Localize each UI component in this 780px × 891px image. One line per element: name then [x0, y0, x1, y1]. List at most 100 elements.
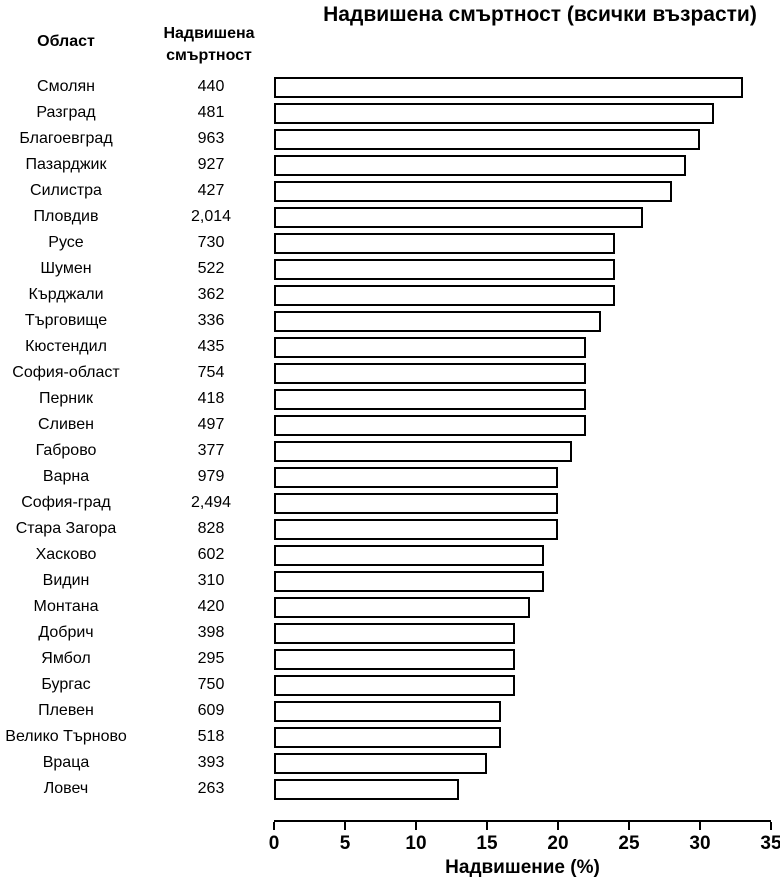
axis-tick-mark: [699, 822, 701, 830]
excess-bar: [274, 622, 516, 644]
axis-tick-mark: [486, 822, 488, 830]
region-label: Пазарджик: [25, 156, 107, 173]
excess-deaths-value: 518: [197, 728, 225, 745]
region-label: Смолян: [37, 78, 95, 95]
table-row: Търговище 336: [0, 308, 780, 334]
excess-bar: [274, 388, 587, 410]
excess-deaths-value: 828: [197, 520, 225, 537]
table-row: Смолян 440: [0, 74, 780, 100]
excess-bar: [274, 648, 516, 670]
bar-track: [274, 74, 771, 100]
bar-track: [274, 256, 771, 282]
excess-deaths-value: 963: [197, 130, 225, 147]
excess-bar: [274, 128, 700, 150]
region-label: Благоевград: [19, 130, 113, 147]
bar-track: [274, 516, 771, 542]
axis-tick-label: 15: [476, 833, 498, 854]
axis-tick-mark: [557, 822, 559, 830]
table-row: София-област 754: [0, 360, 780, 386]
table-row: Кърджали 362: [0, 282, 780, 308]
bar-track: [274, 594, 771, 620]
region-label: Габрово: [35, 442, 97, 459]
region-label: Плевен: [38, 702, 94, 719]
bar-track: [274, 308, 771, 334]
axis-tick-mark: [415, 822, 417, 830]
bar-track: [274, 646, 771, 672]
excess-deaths-value: 435: [197, 338, 225, 355]
axis-tick-label: 10: [405, 833, 427, 854]
region-label: Видин: [42, 572, 90, 589]
excess-bar: [274, 154, 686, 176]
axis-tick-mark: [628, 822, 630, 830]
bar-track: [274, 698, 771, 724]
bar-track: [274, 490, 771, 516]
excess-deaths-value: 393: [197, 754, 225, 771]
excess-bar: [274, 518, 558, 540]
value-column-header: Надвишена смъртност: [163, 25, 255, 64]
excess-bar: [274, 570, 544, 592]
excess-deaths-value: 927: [197, 156, 225, 173]
chart-rows: Смолян 440 Разград 481 Благоевград 963 П…: [0, 74, 780, 802]
region-label: Добрич: [38, 624, 94, 641]
table-row: Кюстендил 435: [0, 334, 780, 360]
region-label: Ямбол: [41, 650, 91, 667]
excess-bar: [274, 440, 573, 462]
excess-bar: [274, 414, 587, 436]
region-label: Сливен: [38, 416, 94, 433]
axis-tick-label: 20: [547, 833, 569, 854]
region-label: Перник: [38, 390, 94, 407]
bar-track: [274, 100, 771, 126]
chart-title: Надвишена смъртност (всички възрасти): [323, 3, 757, 26]
excess-bar: [274, 284, 615, 306]
table-row: Русе 730: [0, 230, 780, 256]
region-label: Стара Загора: [15, 520, 117, 537]
bar-track: [274, 672, 771, 698]
axis-tick-mark: [770, 822, 772, 830]
region-label: Разград: [36, 104, 96, 121]
table-row: Сливен 497: [0, 412, 780, 438]
bar-track: [274, 724, 771, 750]
excess-bar: [274, 102, 715, 124]
excess-deaths-value: 2,494: [190, 494, 232, 511]
table-row: Благоевград 963: [0, 126, 780, 152]
table-row: Бургас 750: [0, 672, 780, 698]
region-label: Кюстендил: [25, 338, 107, 355]
x-axis: 0 5 10 15 20 25 30 35: [269, 820, 780, 856]
bar-track: [274, 464, 771, 490]
axis-tick-label: 0: [268, 833, 280, 854]
region-column-header: Област: [37, 33, 95, 50]
region-label: Ловеч: [43, 780, 89, 797]
table-row: Ловеч 263: [0, 776, 780, 802]
table-row: Пловдив 2,014: [0, 204, 780, 230]
bar-track: [274, 776, 771, 802]
table-row: Велико Търново 518: [0, 724, 780, 750]
excess-bar: [274, 544, 544, 566]
bar-track: [274, 126, 771, 152]
region-label: Търговище: [24, 312, 108, 329]
table-row: Шумен 522: [0, 256, 780, 282]
region-label: Пловдив: [33, 208, 99, 225]
table-row: Хасково 602: [0, 542, 780, 568]
bar-track: [274, 386, 771, 412]
bar-track: [274, 620, 771, 646]
region-label: Русе: [48, 234, 84, 251]
table-row: Ямбол 295: [0, 646, 780, 672]
excess-bar: [274, 310, 601, 332]
region-label: Хасково: [35, 546, 97, 563]
excess-bar: [274, 232, 615, 254]
bar-track: [274, 334, 771, 360]
excess-bar: [274, 778, 459, 800]
region-label: Монтана: [33, 598, 99, 615]
table-row: Плевен 609: [0, 698, 780, 724]
bar-track: [274, 204, 771, 230]
excess-deaths-value: 427: [197, 182, 225, 199]
region-label: Враца: [42, 754, 90, 771]
bar-track: [274, 750, 771, 776]
bar-track: [274, 230, 771, 256]
region-label: Шумен: [40, 260, 92, 277]
excess-bar: [274, 258, 615, 280]
region-label: София-град: [21, 494, 111, 511]
region-label: Силистра: [30, 182, 102, 199]
excess-deaths-value: 263: [197, 780, 225, 797]
